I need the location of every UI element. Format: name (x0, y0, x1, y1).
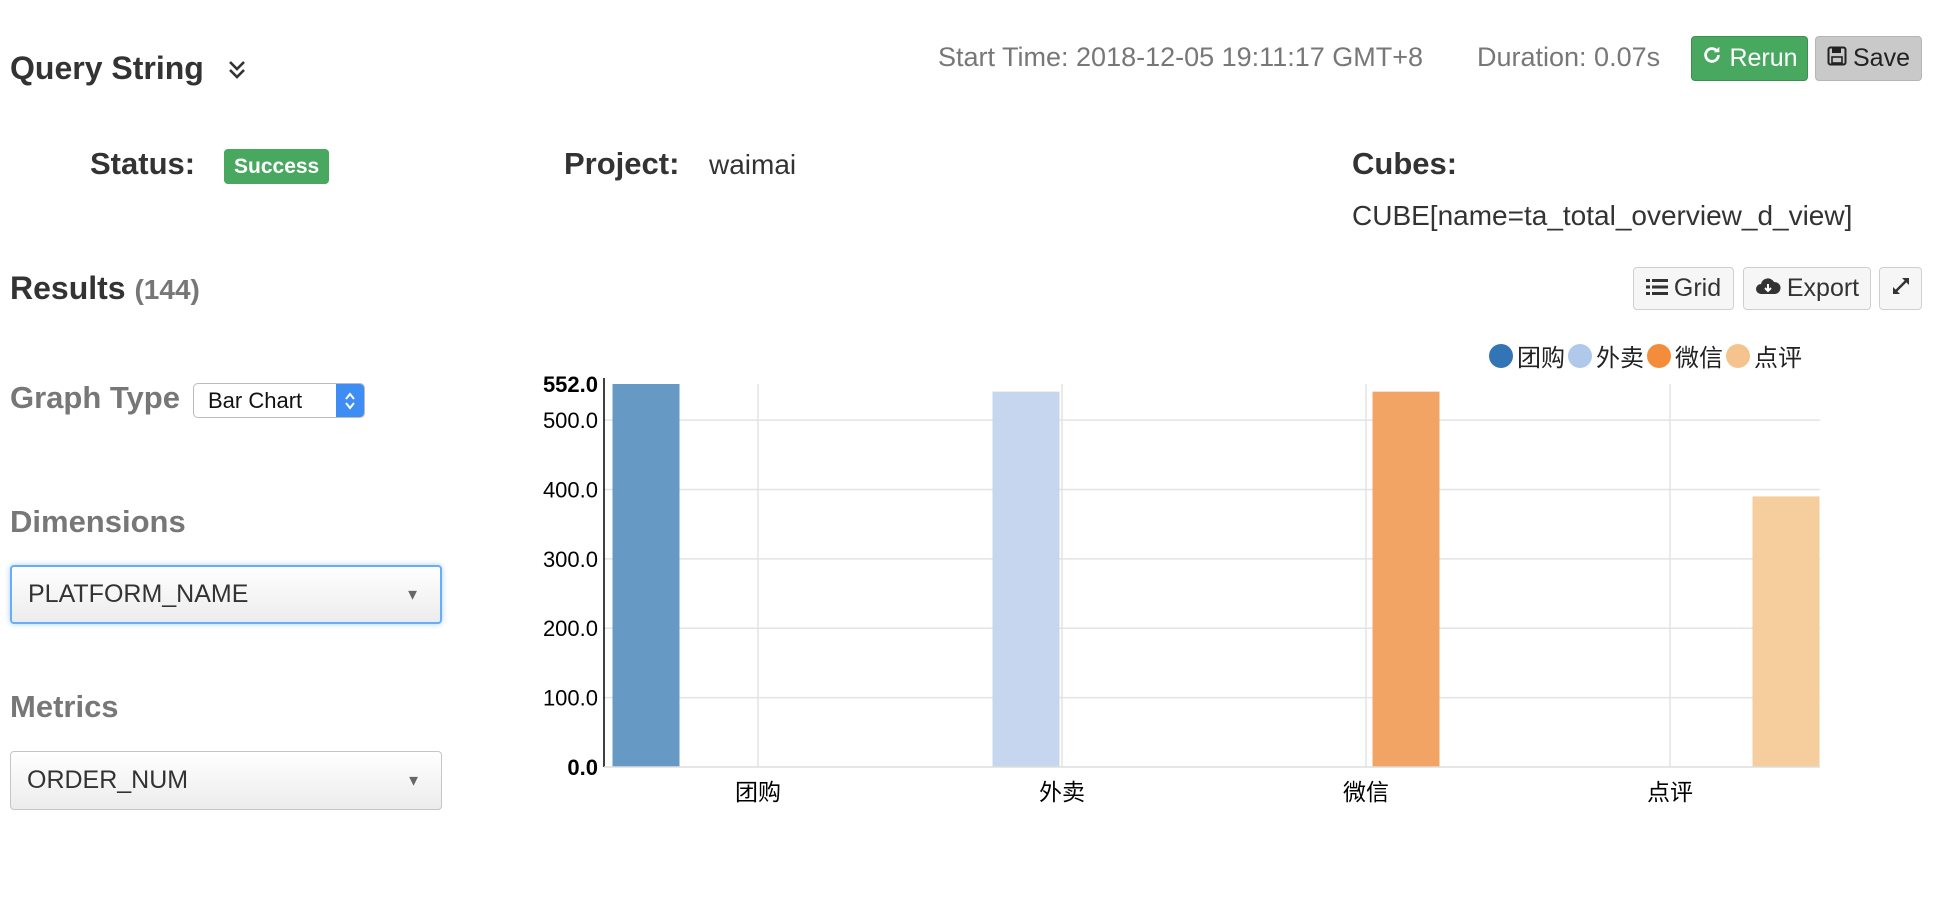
legend-label: 点评 (1754, 345, 1802, 372)
caret-down-icon: ▼ (406, 772, 421, 789)
legend-item[interactable]: 点评 (1726, 338, 1802, 373)
expand-icon (1891, 274, 1911, 303)
status-badge: Success (224, 149, 330, 184)
grid-label: Grid (1673, 274, 1722, 302)
rerun-label: Rerun (1729, 44, 1798, 72)
metrics-label: Metrics (10, 689, 119, 724)
legend-label: 微信 (1675, 345, 1723, 372)
graph-type-value: Bar Chart (208, 387, 303, 413)
results-count: (144) (134, 274, 200, 305)
legend-item[interactable]: 外卖 (1568, 338, 1644, 373)
duration: Duration: 0.07s (1477, 42, 1661, 72)
y-tick-label: 400.0 (543, 477, 598, 502)
metrics-select[interactable]: ORDER_NUM ▼ (10, 751, 442, 810)
chart-legend: 团购 外卖 微信 点评 (1486, 338, 1802, 373)
caret-down-icon: ▼ (405, 586, 420, 603)
query-string-label: Query String (10, 50, 204, 86)
graph-type-select[interactable]: Bar Chart (193, 383, 365, 418)
x-tick-label: 微信 (1343, 779, 1389, 805)
x-tick-label: 团购 (735, 779, 781, 805)
fullscreen-button[interactable] (1879, 267, 1922, 310)
bar (612, 384, 680, 767)
export-button[interactable]: Export (1743, 267, 1871, 310)
grid-button[interactable]: Grid (1633, 267, 1734, 310)
legend-item[interactable]: 微信 (1647, 338, 1723, 373)
legend-dot (1489, 343, 1513, 368)
legend-dot (1726, 343, 1750, 368)
x-tick-label: 外卖 (1039, 779, 1085, 805)
project-label: Project: (564, 146, 680, 181)
y-tick-label: 552.0 (543, 372, 598, 397)
y-tick-label: 0.0 (567, 755, 598, 780)
double-chevron-down-icon[interactable] (227, 52, 247, 89)
save-label: Save (1853, 44, 1910, 72)
refresh-icon (1701, 44, 1723, 73)
legend-label: 团购 (1517, 345, 1565, 372)
cloud-download-icon (1755, 274, 1781, 303)
status-label: Status: (90, 146, 196, 181)
cubes-value: CUBE[name=ta_total_overview_d_view] (1352, 200, 1853, 231)
cubes-label: Cubes: (1352, 146, 1458, 181)
dimensions-label: Dimensions (10, 504, 186, 539)
floppy-disk-icon (1827, 44, 1847, 73)
start-time: Start Time: 2018-12-05 19:11:17 GMT+8 (938, 42, 1424, 72)
legend-item[interactable]: 团购 (1489, 338, 1565, 373)
results-label: Results (10, 270, 126, 306)
export-label: Export (1786, 274, 1860, 302)
dimensions-value: PLATFORM_NAME (28, 580, 249, 608)
graph-type-label: Graph Type (10, 380, 180, 415)
list-icon (1645, 274, 1668, 303)
stepper-arrows-icon (336, 384, 364, 417)
y-tick-label: 200.0 (543, 616, 598, 641)
x-tick-label: 点评 (1647, 779, 1693, 805)
bar (1752, 496, 1820, 767)
y-tick-label: 100.0 (543, 686, 598, 711)
y-tick-label: 500.0 (543, 408, 598, 433)
legend-label: 外卖 (1596, 345, 1644, 372)
results-title: Results (144) (10, 270, 200, 307)
query-string-title[interactable]: Query String (10, 50, 247, 89)
save-button[interactable]: Save (1815, 36, 1922, 81)
dimensions-select[interactable]: PLATFORM_NAME ▼ (10, 565, 442, 624)
bar (992, 391, 1060, 767)
legend-dot (1647, 343, 1671, 368)
legend-dot (1568, 343, 1592, 368)
bar (1372, 391, 1440, 767)
metrics-value: ORDER_NUM (27, 766, 189, 794)
rerun-button[interactable]: Rerun (1691, 36, 1808, 81)
y-tick-label: 300.0 (543, 547, 598, 572)
project-value: waimai (709, 149, 797, 180)
